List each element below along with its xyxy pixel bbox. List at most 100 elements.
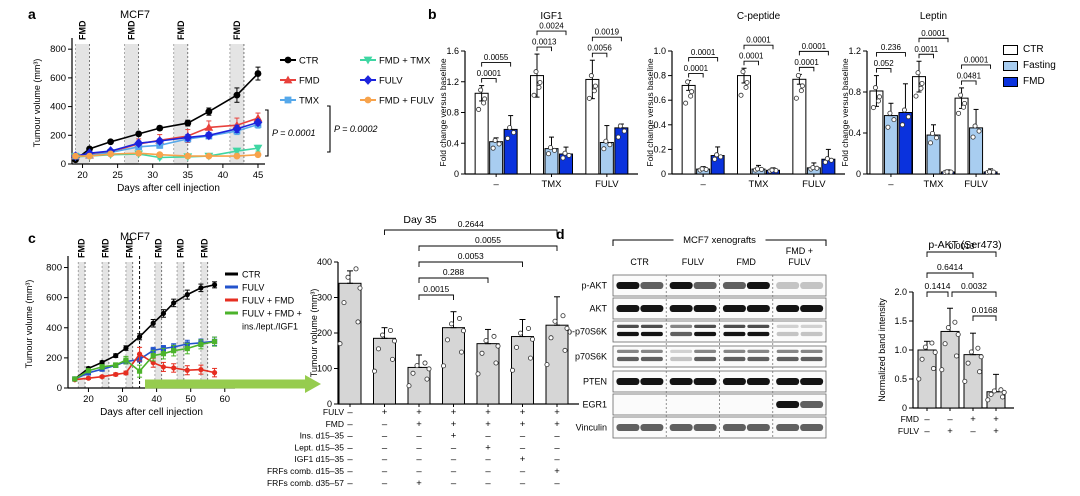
svg-text:–: – [451, 478, 457, 489]
svg-text:800: 800 [50, 44, 66, 55]
svg-text:1.0: 1.0 [894, 345, 907, 355]
svg-text:FMD + TMX: FMD + TMX [379, 56, 431, 67]
svg-text:TMX: TMX [541, 179, 562, 190]
svg-text:0.0056: 0.0056 [587, 44, 612, 53]
svg-text:0.0001: 0.0001 [802, 42, 827, 51]
svg-text:0.052: 0.052 [874, 59, 895, 68]
svg-text:0.0001: 0.0001 [921, 29, 946, 38]
svg-text:–: – [520, 466, 526, 477]
svg-text:Tumour volume (mm³): Tumour volume (mm³) [309, 289, 319, 378]
svg-text:0.0001: 0.0001 [684, 64, 709, 73]
svg-text:0: 0 [661, 169, 666, 179]
svg-text:FULV + FMD +: FULV + FMD + [242, 309, 302, 319]
svg-text:0.0019: 0.0019 [595, 28, 620, 37]
svg-text:20: 20 [77, 170, 88, 181]
svg-text:–: – [382, 419, 388, 430]
svg-text:1.0: 1.0 [653, 46, 666, 56]
svg-text:0.0001: 0.0001 [477, 69, 502, 78]
svg-text:p70S6K: p70S6K [575, 352, 607, 362]
svg-text:0.0001: 0.0001 [964, 55, 989, 64]
svg-text:0.0053: 0.0053 [458, 251, 484, 261]
svg-text:–: – [347, 407, 353, 418]
legend-swatch [1003, 44, 1018, 55]
panel-b-cpeptide-bar-chart: 0 0.2 0.4 0.6 0.8 1.0 Fold change versus basel… [645, 11, 845, 190]
svg-text:MCF7: MCF7 [120, 9, 150, 21]
svg-text:–: – [520, 442, 526, 453]
svg-text:FMD: FMD [124, 238, 134, 258]
svg-text:0: 0 [902, 403, 907, 413]
svg-text:FMD: FMD [901, 414, 919, 424]
svg-text:+: + [520, 454, 526, 465]
svg-text:–: – [888, 179, 894, 190]
svg-text:FULV: FULV [898, 426, 919, 436]
legend-item-fasting: Fasting [1003, 60, 1056, 71]
panel-c-day35-bar-chart: 0 100 200 300 400 Tumour volume (mm³) Day 35 0.… [267, 214, 579, 489]
svg-text:FULV: FULV [964, 179, 988, 190]
svg-text:Vinculin: Vinculin [576, 423, 607, 433]
svg-text:–: – [554, 442, 560, 453]
svg-text:+: + [416, 419, 422, 430]
svg-text:Tumour volume (mm³): Tumour volume (mm³) [24, 280, 34, 369]
legend-swatch [1003, 76, 1018, 87]
svg-text:FMD: FMD [77, 238, 87, 258]
legend-label: Fasting [1023, 60, 1056, 71]
svg-text:0.8: 0.8 [848, 87, 861, 97]
svg-text:20: 20 [83, 394, 94, 405]
svg-text:PTEN: PTEN [583, 377, 607, 387]
svg-text:0.6: 0.6 [653, 95, 666, 105]
svg-text:Fold change versus baseline: Fold change versus baseline [645, 58, 655, 166]
svg-text:0.0015: 0.0015 [423, 284, 449, 294]
svg-text:FMD: FMD [78, 20, 88, 40]
svg-text:MCF7 xenografts: MCF7 xenografts [683, 235, 756, 246]
svg-text:35: 35 [183, 170, 194, 181]
svg-text:0.0055: 0.0055 [484, 53, 509, 62]
svg-text:–: – [382, 442, 388, 453]
panel-b-legend: CTR Fasting FMD [1003, 44, 1056, 87]
svg-text:50: 50 [185, 394, 196, 405]
svg-text:–: – [924, 414, 930, 425]
svg-text:1.5: 1.5 [894, 316, 907, 326]
panel-a-line-chart: FMD FMD FMD FMD 20 25 30 35 40 45 0 200 400 600 800 Day… [32, 9, 435, 194]
legend-label: FMD [1023, 76, 1045, 87]
svg-text:FRFs comb. d35–57: FRFs comb. d35–57 [267, 478, 344, 488]
svg-text:30: 30 [117, 394, 128, 405]
svg-text:0.0481: 0.0481 [957, 71, 982, 80]
svg-text:TMX: TMX [748, 179, 769, 190]
svg-text:Lept. d15–35: Lept. d15–35 [294, 442, 344, 452]
svg-text:1.6: 1.6 [446, 46, 459, 56]
svg-text:–: – [493, 179, 499, 190]
svg-text:p-AKT (Ser473): p-AKT (Ser473) [928, 239, 1001, 251]
svg-text:0.0024: 0.0024 [539, 22, 564, 31]
svg-text:40: 40 [151, 394, 162, 405]
svg-text:–: – [947, 414, 953, 425]
svg-text:0.0032: 0.0032 [961, 281, 987, 291]
panel-label-a: a [28, 6, 36, 22]
svg-text:–: – [382, 431, 388, 442]
svg-text:FULV: FULV [323, 407, 344, 417]
svg-text:FULV: FULV [682, 257, 704, 267]
svg-text:–: – [451, 466, 457, 477]
svg-text:Normalized band intensity: Normalized band intensity [877, 298, 887, 402]
svg-text:Fold change versus baseline: Fold change versus baseline [840, 58, 850, 166]
svg-text:0.1414: 0.1414 [925, 281, 951, 291]
legend-item-ctr: CTR [1003, 44, 1056, 55]
svg-text:CTR: CTR [630, 257, 649, 267]
svg-text:0.0001: 0.0001 [746, 36, 771, 45]
svg-text:–: – [520, 431, 526, 442]
svg-text:p-AKT: p-AKT [581, 281, 607, 291]
svg-text:100: 100 [317, 364, 332, 374]
svg-text:0.4: 0.4 [848, 128, 861, 138]
svg-text:+: + [382, 407, 388, 418]
svg-text:+: + [451, 431, 457, 442]
panel-label-d: d [556, 226, 565, 242]
svg-text:–: – [520, 478, 526, 489]
svg-text:FMD: FMD [100, 238, 110, 258]
svg-text:600: 600 [46, 293, 62, 304]
svg-text:–: – [924, 426, 930, 437]
svg-text:+: + [993, 426, 999, 437]
panel-label-b: b [428, 6, 437, 22]
svg-text:TMX: TMX [299, 96, 320, 107]
svg-text:0.4: 0.4 [446, 138, 459, 148]
